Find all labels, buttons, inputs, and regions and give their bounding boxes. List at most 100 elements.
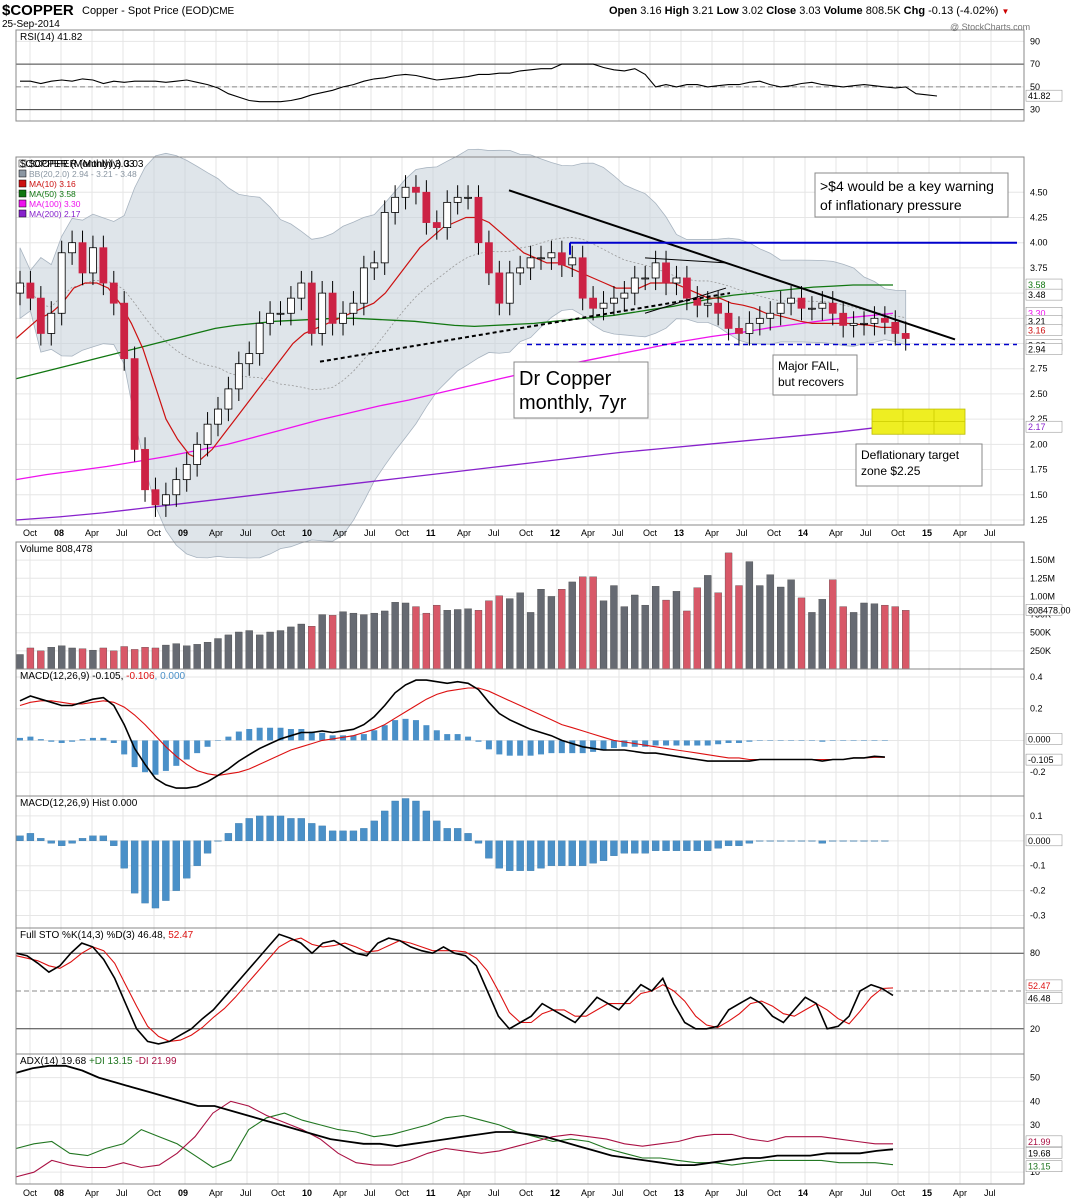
sto-k-last-value-bg bbox=[1025, 992, 1063, 1004]
price-y-tick-label: 4.50 bbox=[1030, 187, 1048, 197]
wedge-lower-line bbox=[644, 287, 727, 314]
macd-hist-bar bbox=[683, 740, 690, 746]
volume-bar bbox=[829, 579, 837, 670]
macd-hist-bar bbox=[204, 740, 211, 747]
macd-hist-bar bbox=[194, 740, 201, 754]
volume-bar bbox=[172, 643, 180, 670]
x-axis-label-top: Jul bbox=[488, 528, 500, 538]
candle-body bbox=[568, 257, 577, 266]
macd-hist-bar bbox=[267, 727, 274, 741]
adx-plus-di-last-bg bbox=[1025, 1160, 1063, 1172]
macd-histogram-bar bbox=[401, 798, 410, 841]
macd-histogram-bar bbox=[89, 835, 97, 841]
volume-value: 808.5K bbox=[865, 5, 901, 17]
sto-d-last-value: 52.47 bbox=[1028, 981, 1051, 991]
rising-trendline-dashed bbox=[319, 292, 731, 363]
macd-hist-bar bbox=[756, 740, 763, 741]
deflation-note-box bbox=[855, 443, 983, 487]
macd-histogram-bar bbox=[214, 840, 222, 842]
macd-hist-bar bbox=[152, 740, 159, 775]
x-axis-label-top: Jul bbox=[364, 528, 376, 538]
macd-histogram-bar bbox=[58, 840, 66, 846]
x-axis-label-bottom: Apr bbox=[333, 1188, 347, 1198]
volume-bar bbox=[651, 586, 660, 670]
macd-last-value-bg bbox=[1025, 753, 1063, 766]
x-axis-label-top: Oct bbox=[767, 528, 782, 538]
symbol-description: Copper - Spot Price (EOD) bbox=[82, 5, 213, 17]
x-axis-label-bottom: 12 bbox=[550, 1188, 560, 1198]
macd-histogram-bar bbox=[610, 840, 618, 856]
macd-line bbox=[19, 679, 885, 789]
x-axis-label-bottom: Apr bbox=[209, 1188, 223, 1198]
macd-histogram-bar bbox=[558, 840, 566, 866]
candle-body bbox=[630, 277, 639, 294]
date-label: 25-Sep-2014 bbox=[2, 19, 60, 30]
macd-hist-bar bbox=[819, 740, 826, 742]
macd-histogram-bar bbox=[183, 840, 191, 879]
macd-hist-bar bbox=[287, 729, 294, 741]
volume-bar bbox=[287, 626, 295, 670]
legend-entry: $COPPER (Monthly) 3.03 bbox=[29, 159, 144, 170]
macd-histogram-bar bbox=[631, 840, 639, 854]
macd-histogram-bar bbox=[256, 815, 264, 841]
macd-histogram-bar bbox=[47, 840, 55, 844]
macd-histogram-bar bbox=[537, 840, 545, 869]
macd-histogram-bar bbox=[99, 835, 108, 841]
macd-hist-bar bbox=[808, 740, 815, 741]
macd-histogram-bar bbox=[224, 833, 233, 841]
deflation-note-line: Deflationary target bbox=[861, 448, 960, 462]
macd-hist-bar bbox=[704, 740, 711, 746]
chart-label-box bbox=[513, 361, 649, 419]
candle-body bbox=[36, 297, 45, 334]
volume-bar bbox=[433, 604, 441, 670]
candle-body bbox=[724, 312, 733, 329]
x-axis-label-bottom: 11 bbox=[426, 1188, 436, 1198]
x-axis-label-bottom: Apr bbox=[85, 1188, 99, 1198]
candle-body bbox=[662, 262, 670, 284]
x-axis-label-top: Oct bbox=[23, 528, 38, 538]
x-axis-label-bottom: Jul bbox=[240, 1188, 252, 1198]
macd_hist-y-tick-label: -0.2 bbox=[1030, 886, 1046, 896]
candle-body bbox=[328, 292, 337, 324]
volume-bar bbox=[130, 649, 139, 670]
macd-histogram-bar bbox=[589, 840, 597, 864]
macd-hist-bar bbox=[256, 727, 263, 741]
macd-histogram-bar bbox=[839, 840, 847, 842]
macd-signal-line bbox=[19, 687, 885, 776]
macd_hist-title: MACD(12,26,9) Hist 0.000 bbox=[20, 798, 138, 809]
x-axis-label-bottom: Oct bbox=[395, 1188, 410, 1198]
volume-bar bbox=[349, 612, 358, 670]
major-fail-note-line: but recovers bbox=[778, 375, 844, 389]
volume-bar bbox=[256, 634, 264, 670]
candle-body bbox=[370, 262, 379, 269]
candle-body bbox=[870, 317, 879, 324]
volume-bar bbox=[756, 585, 764, 670]
macd-hist-bar bbox=[17, 737, 23, 741]
macd-hist-bar bbox=[746, 740, 753, 742]
volume-bar bbox=[547, 596, 556, 670]
adx-frame bbox=[15, 1053, 1025, 1185]
macd-hist-bar bbox=[433, 730, 440, 741]
candle-body bbox=[620, 292, 629, 299]
legend-swatch bbox=[18, 179, 27, 188]
legend-entry: MA(200) 2.17 bbox=[29, 209, 81, 219]
volume-bar bbox=[641, 604, 649, 670]
wedge-upper-line bbox=[644, 257, 727, 264]
candle-body bbox=[287, 297, 295, 314]
macd-hist-bar bbox=[538, 740, 544, 755]
sto-k-last-value: 46.48 bbox=[1028, 993, 1051, 1003]
macd-histogram-bar bbox=[672, 840, 681, 851]
volume-bar bbox=[151, 647, 160, 670]
macd_hist-y-tick-label: -0.1 bbox=[1030, 861, 1046, 871]
sto-k-line bbox=[15, 933, 894, 1045]
volume-bar bbox=[47, 647, 55, 670]
candle-body bbox=[161, 494, 170, 506]
macd-hist-bar bbox=[527, 740, 534, 756]
macd-histogram-bar bbox=[412, 800, 420, 841]
macd-histogram-bar bbox=[318, 825, 326, 841]
volume-bar bbox=[787, 579, 795, 670]
candle-body bbox=[839, 312, 848, 326]
macd-hist-bar bbox=[392, 720, 399, 741]
x-axis-label-bottom: Jul bbox=[984, 1188, 996, 1198]
